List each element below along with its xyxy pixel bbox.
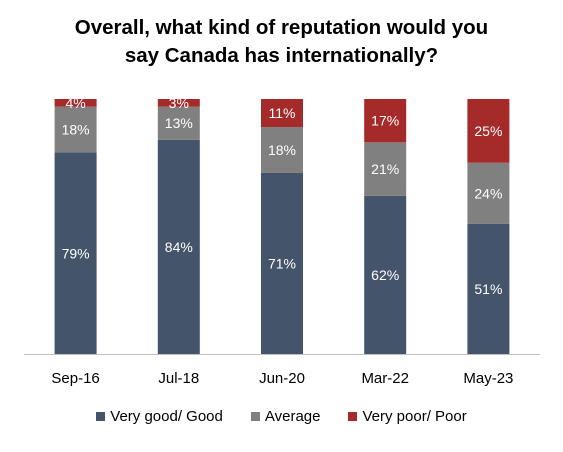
x-tick-label-sep-16: Sep-16: [51, 370, 99, 387]
bar-very-poor-poor-sep-16: [54, 99, 97, 107]
chart-title-line-1: Overall, what kind of reputation would y…: [74, 16, 489, 39]
legend-item-very-poor: Very poor/ Poor: [348, 408, 467, 425]
chart-title: Overall, what kind of reputation would y…: [0, 14, 563, 70]
data-label-very-poor-poor-jun-20: 11%: [269, 105, 296, 121]
data-label-very-poor-poor-may-23: 25%: [474, 123, 502, 139]
chart-title-line-2: say Canada has internationally?: [124, 44, 439, 67]
bar-average-jul-18: [157, 106, 200, 140]
bar-very-good-good-may-23: [467, 223, 510, 354]
bar-average-mar-22: [364, 142, 407, 196]
data-label-average-sep-16: 18%: [62, 122, 90, 138]
bar-average-sep-16: [54, 106, 97, 153]
legend-swatch-average: [250, 412, 260, 421]
bar-very-poor-poor-mar-22: [364, 99, 407, 143]
data-label-very-good-good-mar-22: 62%: [371, 267, 399, 283]
x-tick-label-may-23: May-23: [463, 370, 513, 387]
bar-very-good-good-jun-20: [261, 172, 303, 354]
legend-swatch-very-poor: [348, 412, 358, 421]
bar-very-poor-poor-jul-18: [157, 99, 200, 107]
chart-plot-area: 79% 18% 4% Sep-16 84% 13% 3% Jul-18 71% 18% 11% Jun…: [24, 95, 540, 387]
data-label-very-poor-poor-mar-22: 17%: [371, 113, 399, 129]
data-label-average-jun-20: 18%: [268, 142, 296, 158]
bar-very-poor-poor-may-23: [467, 99, 510, 163]
chart-legend: Very good/ Good Average Very poor/ Poor: [0, 408, 563, 425]
data-label-very-poor-poor-sep-16: 4%: [65, 95, 85, 111]
data-label-average-may-23: 24%: [474, 185, 502, 201]
legend-label-average: Average: [264, 408, 321, 425]
bar-very-poor-poor-jun-20: [261, 99, 303, 128]
data-label-average-mar-22: 21%: [371, 161, 399, 177]
data-label-very-poor-poor-jul-18: 3%: [169, 95, 189, 111]
x-tick-label-jul-18: Jul-18: [158, 370, 199, 387]
legend-item-very-good: Very good/ Good: [96, 408, 223, 425]
bar-very-good-good-mar-22: [364, 195, 407, 354]
legend-item-average: Average: [250, 408, 321, 425]
x-tick-label-mar-22: Mar-22: [361, 370, 409, 387]
data-label-very-good-good-jul-18: 84%: [165, 239, 193, 255]
legend-label-very-good: Very good/ Good: [110, 408, 223, 425]
bar-very-good-good-sep-16: [54, 152, 97, 354]
legend-swatch-very-good: [96, 412, 106, 421]
data-label-very-good-good-jun-20: 71%: [268, 255, 296, 271]
data-label-very-good-good-may-23: 51%: [474, 281, 502, 297]
bar-average-may-23: [467, 162, 510, 224]
bar-average-jun-20: [261, 127, 303, 173]
x-tick-label-jun-20: Jun-20: [259, 370, 305, 387]
data-label-very-good-good-sep-16: 79%: [62, 245, 90, 261]
data-label-average-jul-18: 13%: [165, 115, 193, 131]
legend-label-very-poor: Very poor/ Poor: [362, 408, 467, 425]
bar-very-good-good-jul-18: [157, 139, 200, 354]
